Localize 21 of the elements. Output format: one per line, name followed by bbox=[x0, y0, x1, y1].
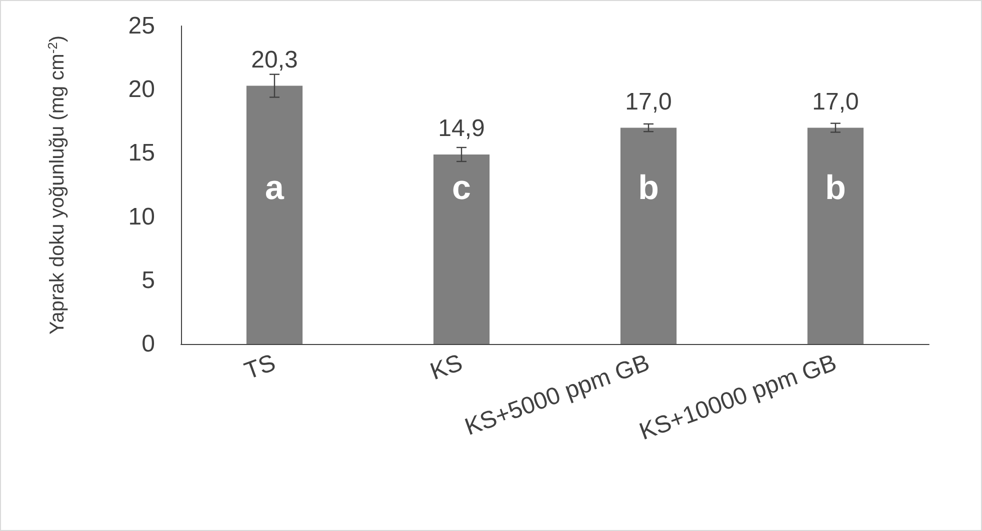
y-tick-label: 20 bbox=[128, 76, 155, 104]
annotation: b bbox=[638, 169, 659, 208]
y-tick-label: 5 bbox=[142, 266, 155, 294]
x-tick-label: TS bbox=[241, 349, 280, 386]
data-label: 20,3 bbox=[251, 46, 298, 74]
annotation: c bbox=[452, 169, 471, 208]
y-tick-label: 10 bbox=[128, 203, 155, 230]
y-tick-label: 25 bbox=[128, 12, 155, 40]
y-axis-title: Yaprak doku yoğunluğu (mg cm-2) bbox=[45, 35, 68, 335]
x-tick-label: KS bbox=[426, 349, 466, 386]
y-tick-label: 15 bbox=[128, 140, 155, 167]
bar bbox=[620, 128, 677, 344]
data-label: 17,0 bbox=[625, 88, 672, 116]
annotation: a bbox=[265, 169, 286, 208]
data-label: 14,9 bbox=[438, 114, 485, 142]
annotation: b bbox=[825, 169, 846, 208]
bar bbox=[246, 86, 303, 344]
y-tick-label: 0 bbox=[142, 330, 155, 358]
bar bbox=[807, 128, 864, 344]
data-label: 17,0 bbox=[812, 88, 859, 116]
bar bbox=[433, 154, 490, 344]
